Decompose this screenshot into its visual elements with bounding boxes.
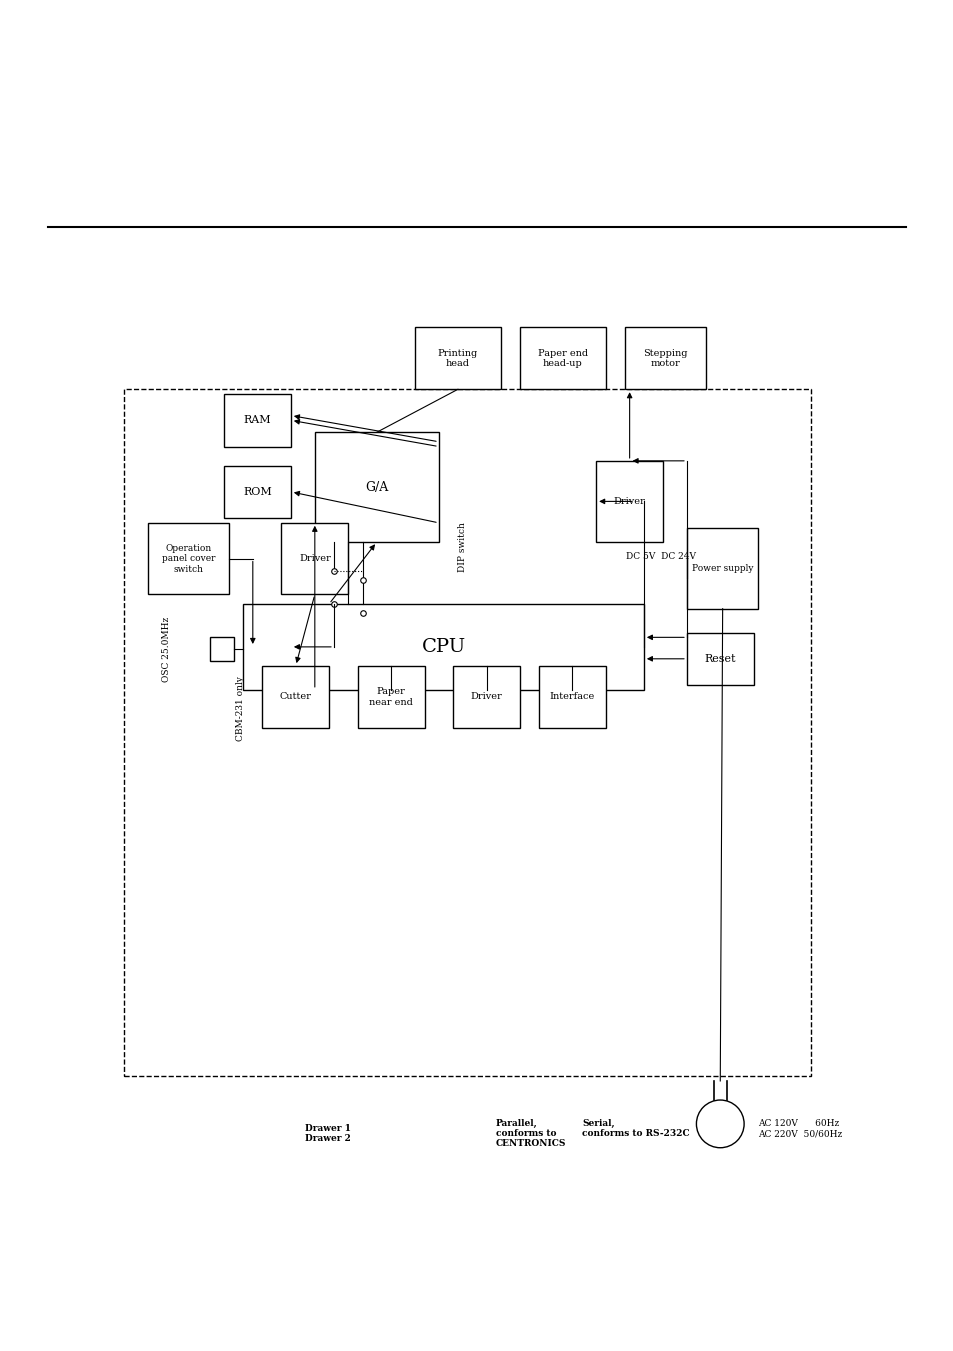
FancyBboxPatch shape — [148, 523, 229, 594]
FancyBboxPatch shape — [224, 394, 291, 447]
Text: Serial,
conforms to RS-232C: Serial, conforms to RS-232C — [581, 1119, 689, 1139]
Text: ROM: ROM — [243, 486, 272, 497]
Text: Operation
panel cover
switch: Operation panel cover switch — [161, 543, 215, 574]
FancyBboxPatch shape — [243, 604, 643, 690]
FancyBboxPatch shape — [224, 466, 291, 517]
Text: DIP switch: DIP switch — [457, 521, 466, 571]
Text: Printing
head: Printing head — [437, 349, 477, 367]
Circle shape — [696, 1100, 743, 1148]
Text: G/A: G/A — [365, 481, 388, 493]
Text: Interface: Interface — [549, 693, 595, 701]
FancyBboxPatch shape — [596, 461, 662, 542]
FancyBboxPatch shape — [415, 327, 500, 389]
Text: Reset: Reset — [703, 654, 736, 663]
Text: Stepping
motor: Stepping motor — [642, 349, 687, 367]
Text: Paper
near end: Paper near end — [369, 688, 413, 707]
Text: Drawer 1
Drawer 2: Drawer 1 Drawer 2 — [305, 1124, 351, 1143]
FancyBboxPatch shape — [314, 432, 438, 542]
Text: Parallel,
conforms to
CENTRONICS: Parallel, conforms to CENTRONICS — [496, 1119, 566, 1148]
FancyBboxPatch shape — [453, 666, 519, 728]
FancyBboxPatch shape — [519, 327, 605, 389]
FancyBboxPatch shape — [686, 632, 753, 685]
Text: OSC 25.0MHz: OSC 25.0MHz — [162, 617, 172, 682]
Text: Paper end
head-up: Paper end head-up — [537, 349, 587, 367]
FancyBboxPatch shape — [538, 666, 605, 728]
FancyBboxPatch shape — [357, 666, 424, 728]
Text: CBM-231 only: CBM-231 only — [235, 677, 245, 742]
Text: CPU: CPU — [421, 638, 465, 655]
Text: Driver: Driver — [298, 554, 331, 563]
Text: RAM: RAM — [244, 415, 271, 426]
FancyBboxPatch shape — [624, 327, 705, 389]
FancyBboxPatch shape — [281, 523, 348, 594]
Bar — [210, 638, 233, 661]
FancyBboxPatch shape — [262, 666, 329, 728]
Text: Power supply: Power supply — [691, 563, 753, 573]
FancyBboxPatch shape — [686, 528, 758, 609]
Text: Driver: Driver — [613, 497, 645, 505]
Text: AC 120V      60Hz
AC 220V  50/60Hz: AC 120V 60Hz AC 220V 50/60Hz — [758, 1119, 841, 1139]
Bar — [124, 389, 810, 1077]
Text: Cutter: Cutter — [279, 693, 312, 701]
Text: DC 5V  DC 24V: DC 5V DC 24V — [625, 551, 696, 561]
Text: Driver: Driver — [470, 693, 502, 701]
